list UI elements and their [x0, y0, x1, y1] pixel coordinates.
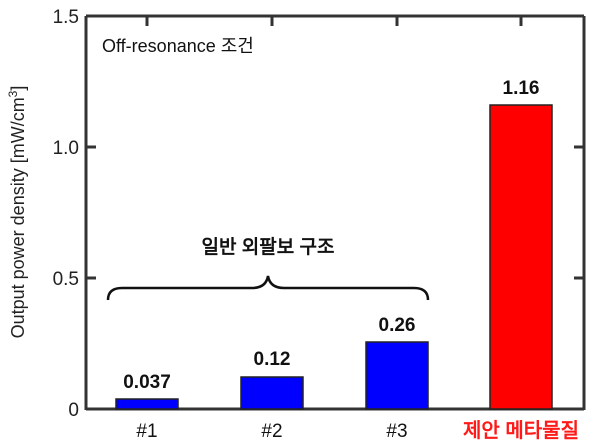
- bar-value-label: 0.037: [123, 372, 171, 393]
- y-tick-label: 0.5: [53, 269, 79, 290]
- x-category-label: #1: [136, 421, 157, 442]
- x-category-label: #2: [261, 421, 282, 442]
- bars: [115, 104, 553, 410]
- x-category-label: #3: [386, 421, 407, 442]
- bar-value-label: 0.26: [379, 315, 416, 336]
- bar-value-label: 1.16: [503, 78, 540, 99]
- y-axis-label: Output power density [mW/cm3]: [6, 86, 28, 339]
- bar-3: [365, 341, 429, 410]
- bar-4: [489, 104, 553, 410]
- y-tick-label: 0: [68, 400, 79, 421]
- bar-value-label: 0.12: [254, 349, 291, 370]
- group-brace: [106, 275, 430, 301]
- y-tick-label: 1.0: [53, 138, 79, 159]
- axis-ticks: [86, 16, 584, 280]
- y-tick-label: 1.5: [53, 7, 79, 28]
- condition-annotation: Off-resonance 조건: [102, 36, 254, 56]
- x-category-label-highlight: 제안 메타물질: [463, 419, 579, 442]
- bar-2: [240, 376, 304, 410]
- bar-1: [115, 398, 179, 410]
- group-label: 일반 외팔보 구조: [202, 236, 335, 258]
